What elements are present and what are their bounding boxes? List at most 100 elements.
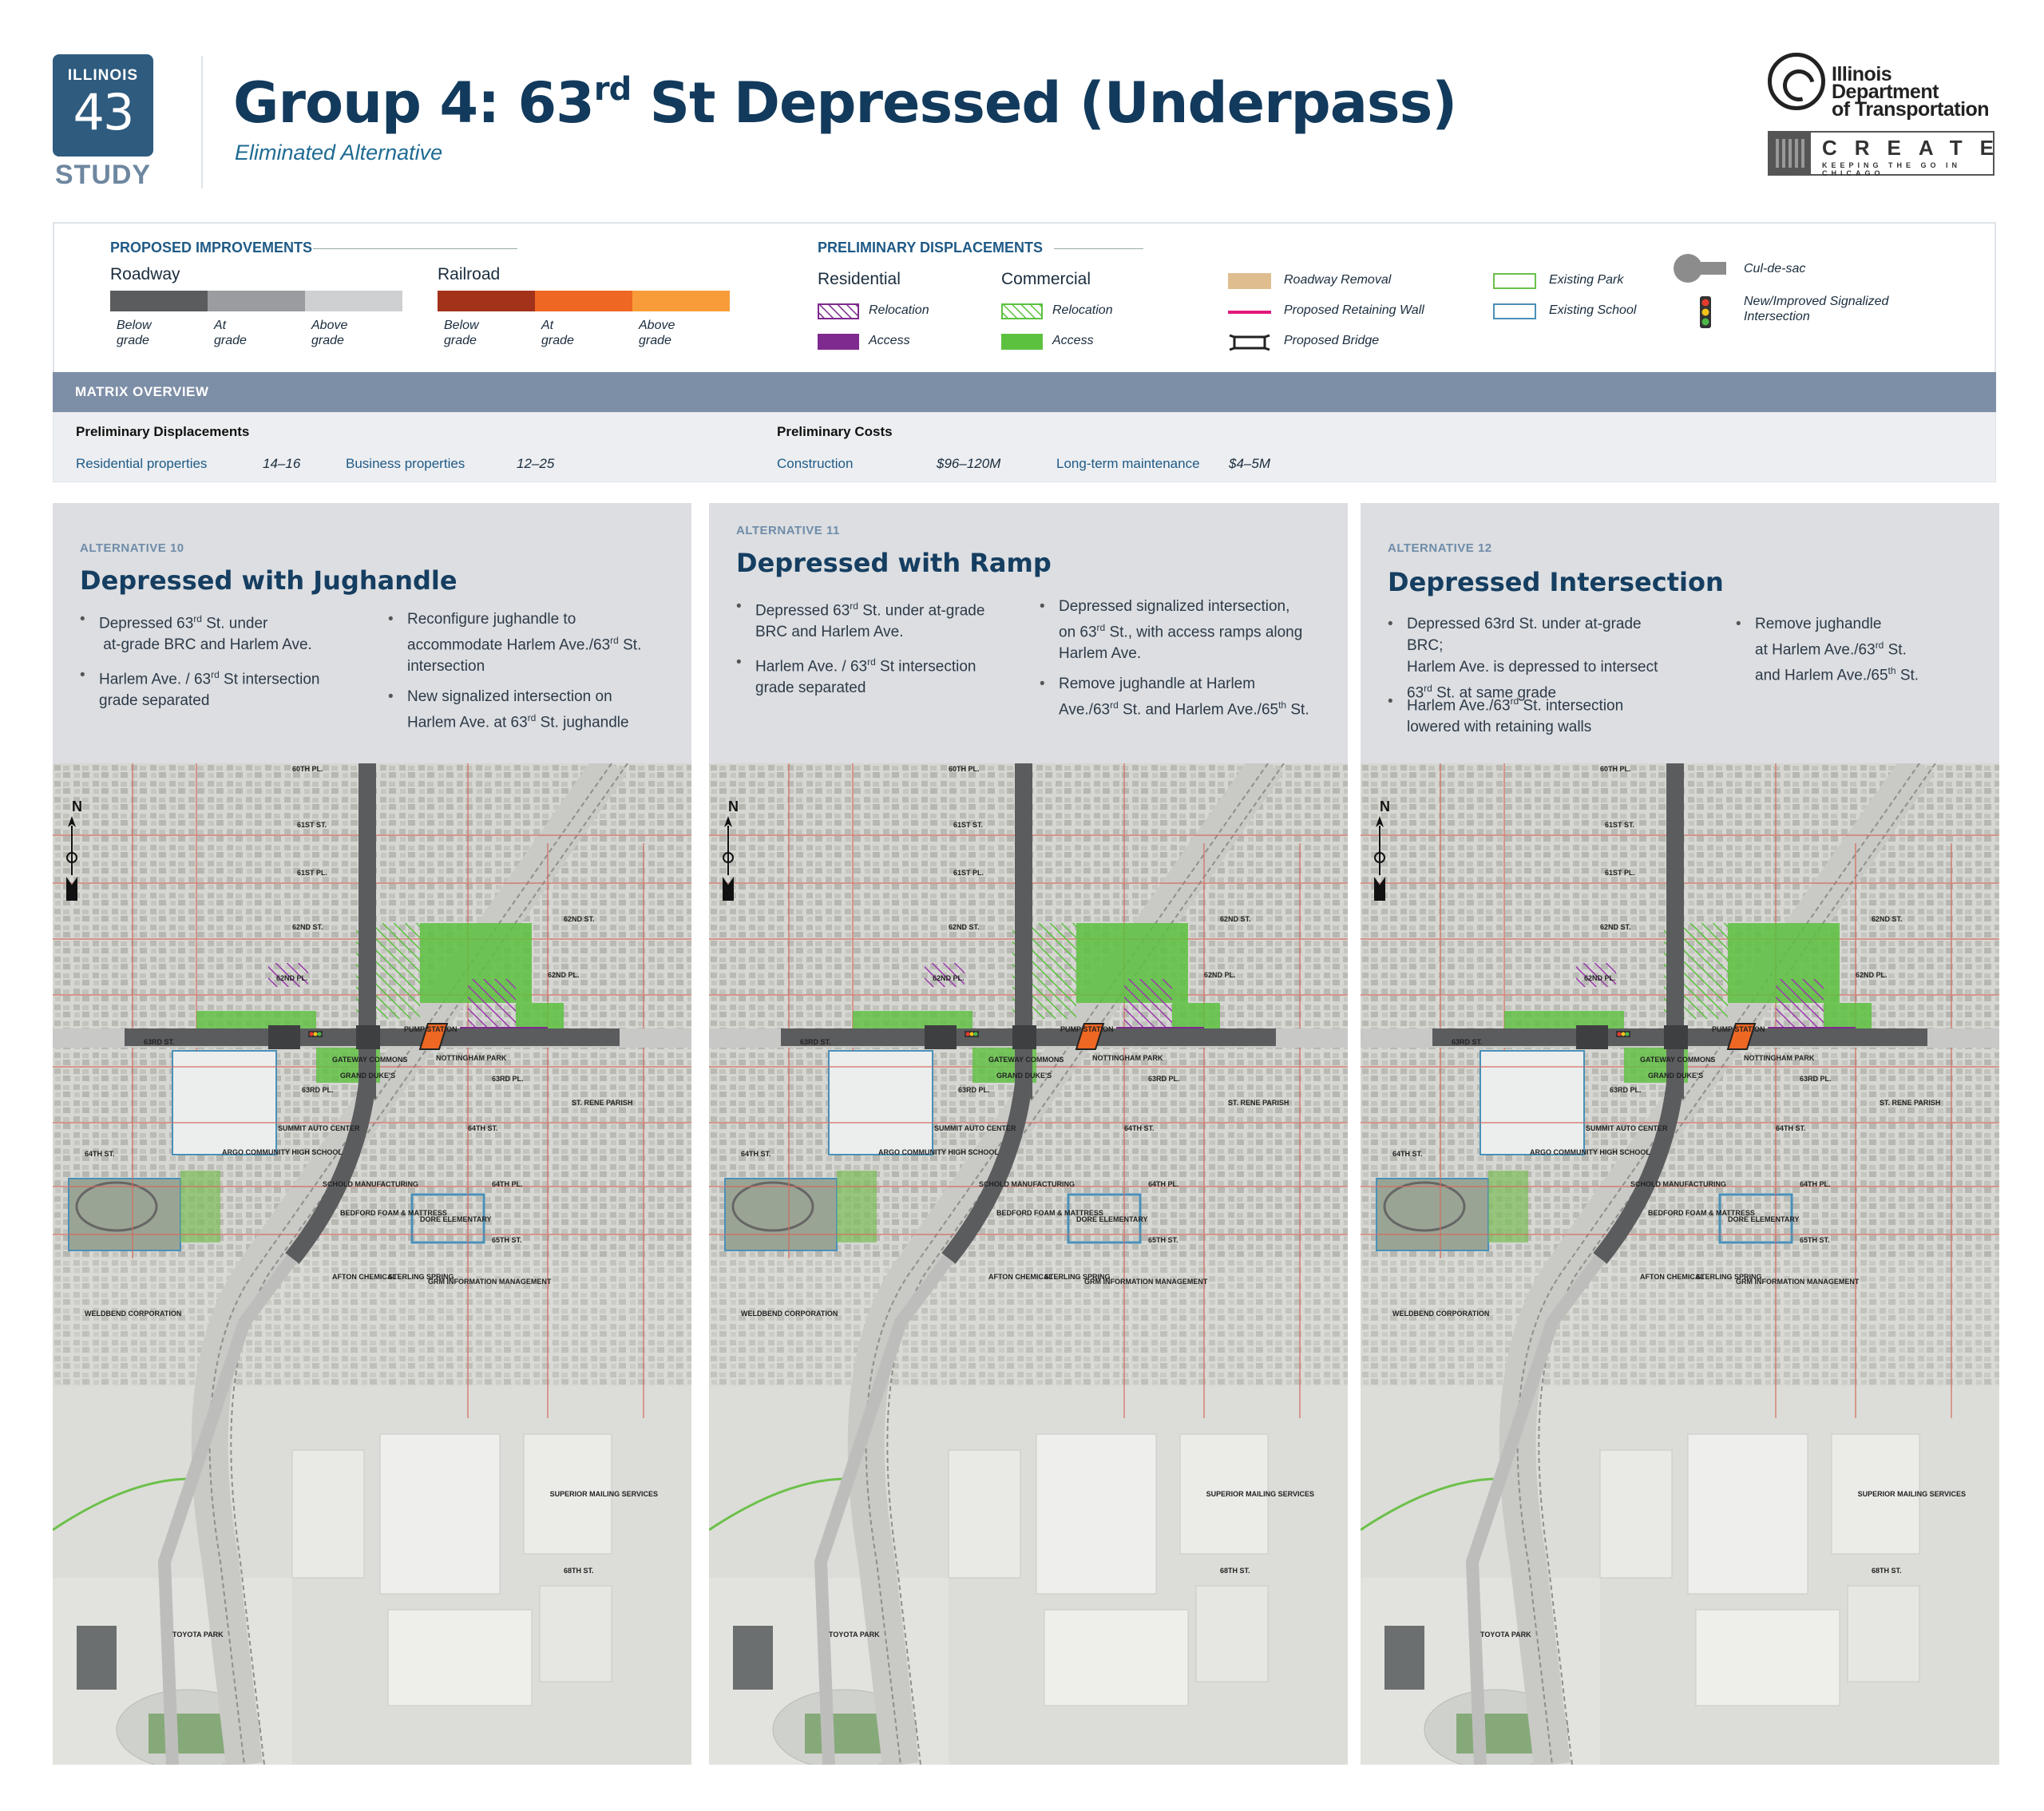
logo-number: 43 [73,83,135,141]
place-label-toyota-park: TOYOTA PARK [172,1631,224,1639]
street-label-62nd-pl: 62ND PL. [276,974,308,982]
street-label-64th-st-west: 64TH ST. [741,1150,771,1158]
place-label-schold: SCHOLD MANUFACTURING [1630,1180,1726,1188]
legend-commercial-label: Commercial [1001,270,1091,288]
place-label-grand-dukes: GRAND DUKE'S [996,1072,1052,1080]
place-label-grm: GRM INFORMATION MANAGEMENT [1736,1278,1860,1286]
alternative-description: ALTERNATIVE 11 Depressed with Ramp Depress… [709,503,1348,763]
street-label-64th-pl: 64TH PL. [1800,1180,1831,1188]
place-label-nottingham-park: NOTTINGHAM PARK [436,1054,507,1062]
idot-logo: Illinois Department of Transportation [1768,53,2002,120]
street-label-60th-pl: 60TH PL. [949,765,980,773]
roadway-removal-label: Roadway Removal [1284,273,1392,287]
matrix-displacements-label: Preliminary Displacements [76,424,250,439]
create-word: CREATE [1822,136,2011,160]
railroad-below-swatch [438,291,535,311]
street-label-62nd-st-east: 62ND ST. [1872,915,1903,923]
place-label-dore-elementary: DORE ELEMENTARY [420,1215,492,1223]
idot-emblem-icon [1768,53,1825,110]
place-label-schold: SCHOLD MANUFACTURING [979,1180,1075,1188]
street-label-64th-pl: 64TH PL. [492,1180,523,1188]
place-label-dore-elementary: DORE ELEMENTARY [1728,1215,1800,1223]
alternative-panel-10: ALTERNATIVE 10 Depressed with Jughandle De… [52,503,691,1770]
street-label-62nd-st: 62ND ST. [1600,923,1631,931]
alternative-bullet: Harlem Ave./63rd St. intersectionlowered… [1388,691,1670,738]
place-label-nottingham-park: NOTTINGHAM PARK [1744,1054,1815,1062]
legend-residential-label: Residential [818,270,901,288]
commercial-access-label: Access [1052,334,1094,347]
street-label-61st-pl: 61ST PL. [953,869,984,877]
place-label-toyota-park: TOYOTA PARK [1480,1631,1531,1639]
alternative-map: N 60TH PL. 61ST ST. 61ST PL. 62ND ST. 62… [708,752,1348,1770]
street-label-60th-pl: 60TH PL. [292,765,323,773]
residential-relocation-label: Relocation [869,303,929,317]
cul-de-sac-label: Cul-de-sac [1744,262,1806,275]
place-label-grm: GRM INFORMATION MANAGEMENT [1084,1278,1208,1286]
north-arrow-icon [1376,816,1384,827]
maintenance-value: $4–5M [1229,456,1270,471]
existing-school-label: Existing School [1549,303,1637,317]
street-label-61st-pl: 61ST PL. [1605,869,1635,877]
north-arrow-icon [68,816,76,827]
place-label-bedford-foam: BEDFORD FOAM & MATTRESS [1648,1209,1755,1217]
street-label-64th-st: 64TH ST. [468,1124,498,1132]
street-label-62nd-st-east: 62ND ST. [564,915,595,923]
logo-state-text: ILLINOIS [67,67,139,84]
north-label: N [1380,799,1390,814]
place-label-grand-dukes: GRAND DUKE'S [1648,1072,1703,1080]
residential-relocation-icon [818,303,859,319]
proposed-bridge-icon [1229,334,1270,351]
street-label-63rd-st: 63RD ST. [800,1038,831,1046]
street-label-63rd-pl: 63RD PL. [1610,1086,1642,1094]
logo-study-text: STUDY [54,160,152,190]
place-label-gateway-commons: GATEWAY COMMONS [332,1056,407,1064]
alternative-bullet: Depressed 63rd St. under at-grade BRC an… [80,608,362,656]
place-label-grand-dukes: GRAND DUKE'S [340,1072,395,1080]
business-properties-value: 12–25 [517,456,555,471]
title-suffix: St Depressed (Underpass) [631,70,1458,136]
legend-improvements-heading: PROPOSED IMPROVEMENTS [110,240,518,256]
place-label-sterling-spring: STERLING SPRING [388,1273,454,1281]
place-label-superior-mailing: SUPERIOR MAILING SERVICES [1206,1490,1314,1498]
street-label-63rd-st: 63RD ST. [144,1038,175,1046]
construction-key: Construction [777,456,854,471]
illinois-43-study-logo: ILLINOIS 43 [53,54,153,157]
place-label-weldbend: WELDBEND CORPORATION [1392,1310,1489,1318]
street-label-64th-st: 64TH ST. [1124,1124,1155,1132]
roadway-at-swatch [208,291,305,311]
street-label-65th-st: 65TH ST. [1800,1236,1830,1244]
street-label-63rd-st: 63RD ST. [1452,1038,1483,1046]
matrix-overview-heading: MATRIX OVERVIEW [53,372,1996,412]
place-label-summit-auto: SUMMIT AUTO CENTER [278,1124,360,1132]
street-label-62nd-pl-east: 62ND PL. [1856,971,1888,979]
street-label-63rd-pl-east: 63RD PL. [492,1075,524,1083]
street-label-62nd-st: 62ND ST. [292,923,323,931]
alternative-bullet: Harlem Ave. / 63rd St intersectiongrade … [736,652,1019,699]
commercial-relocation-icon [1001,303,1043,319]
street-label-68th-st: 68TH ST. [1220,1567,1250,1575]
street-label-64th-st: 64TH ST. [1776,1124,1806,1132]
street-label-65th-st: 65TH ST. [492,1236,522,1244]
residential-access-swatch [818,334,859,350]
street-label-st-rene-parish: ST. RENE PARISH [1880,1099,1940,1107]
street-label-60th-pl: 60TH PL. [1600,765,1631,773]
alternative-map: N 60TH PL. 61ST ST. 61ST PL. 62ND ST. 62… [52,752,691,1770]
street-label-68th-st: 68TH ST. [564,1567,594,1575]
place-label-sterling-spring: STERLING SPRING [1044,1273,1111,1281]
place-label-bedford-foam: BEDFORD FOAM & MATTRESS [996,1209,1103,1217]
residential-properties-key: Residential properties [76,456,208,471]
railroad-grade-ramp [438,291,730,311]
commercial-access-swatch [1001,334,1043,350]
railroad-below-label: Below grade [444,319,479,347]
residential-properties-value: 14–16 [263,456,301,471]
railroad-at-label: At grade [541,319,574,347]
traffic-signal-icon [1700,296,1711,328]
legend-roadway-label: Roadway [110,265,180,283]
place-label-argo-high-school: ARGO COMMUNITY HIGH SCHOOL [222,1148,343,1156]
street-label-62nd-st: 62ND ST. [949,923,980,931]
